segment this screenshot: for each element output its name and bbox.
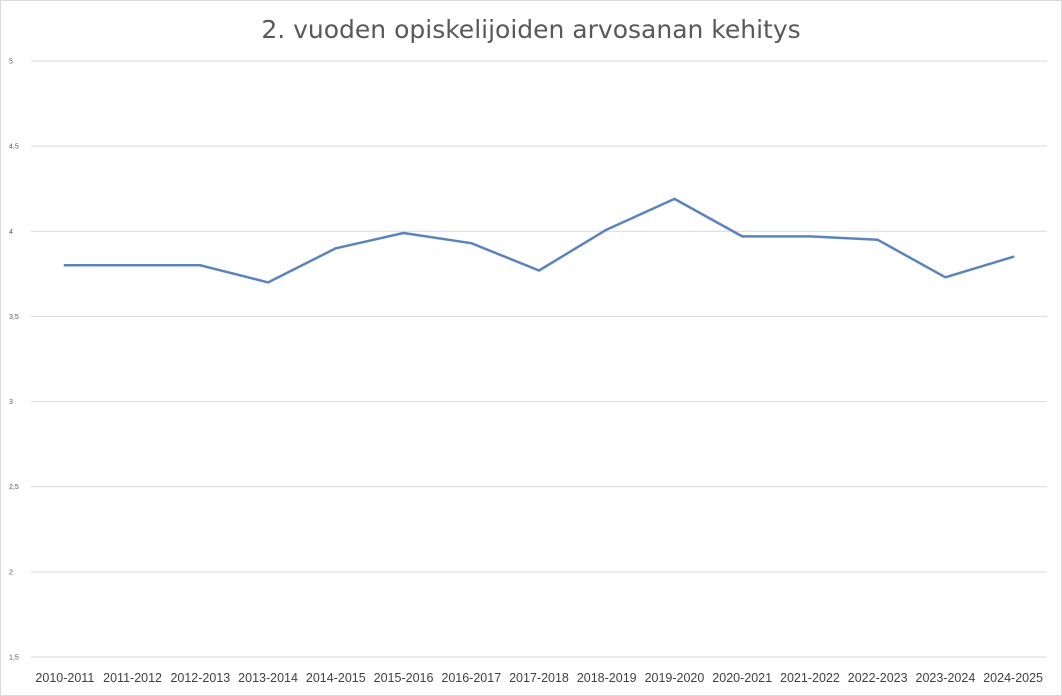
data-point [131,264,134,267]
y-tick-label: 3,5 [9,314,19,321]
x-tick-label: 2014-2015 [306,671,366,685]
x-tick-label: 2024-2025 [983,671,1043,685]
data-point [63,264,67,267]
data-point [470,242,473,245]
x-tick-label: 2017-2018 [509,671,569,685]
x-tick-label: 2011-2012 [103,671,162,685]
y-tick-label: 4 [9,229,13,236]
x-tick-label: 2020-2021 [712,671,772,685]
data-point [741,235,744,238]
x-tick-label: 2021-2022 [780,671,840,685]
data-point [1011,255,1015,259]
data-point [605,228,608,231]
x-tick-label: 2016-2017 [441,671,501,685]
y-tick-label: 5 [9,59,13,66]
y-tick-label: 2 [9,569,13,576]
data-point [944,276,947,279]
data-point [334,247,337,250]
x-tick-label: 2013-2014 [238,671,298,685]
x-tick-label: 2015-2016 [374,671,434,685]
data-point [876,238,879,241]
x-tick-label: 2019-2020 [645,671,705,685]
data-point [402,231,405,235]
x-tick-label: 2022-2023 [848,671,908,685]
y-tick-label: 2,5 [9,484,19,491]
chart-title: 2. vuoden opiskelijoiden arvosanan kehit… [261,15,801,44]
data-point [199,264,202,267]
x-tick-label: 2018-2019 [577,671,637,685]
x-tick-label: 2012-2013 [170,671,230,685]
y-tick-label: 3 [9,399,13,406]
data-point [808,235,812,238]
x-tick-label: 2010-2011 [35,671,94,685]
x-tick-label: 2023-2024 [916,671,976,685]
data-point [266,281,270,284]
y-tick-label: 1,5 [9,655,19,662]
data-point [673,197,676,201]
data-point [537,269,541,272]
y-tick-label: 4,5 [9,144,19,151]
